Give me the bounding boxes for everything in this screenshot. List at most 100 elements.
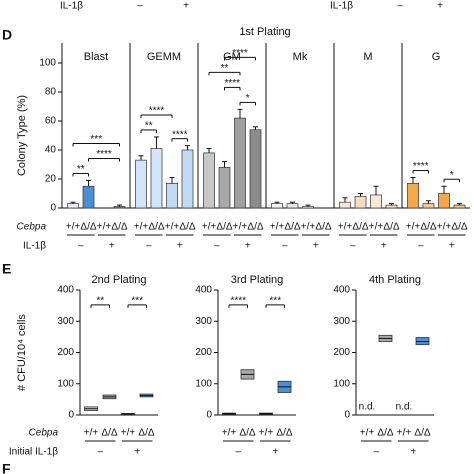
y-tick-label: 0 xyxy=(50,203,56,214)
treatment-label: + xyxy=(381,241,387,252)
genotype-label: +/+ xyxy=(360,428,375,439)
significance-label: **** xyxy=(230,296,246,307)
genotype-label: +/+ xyxy=(134,222,149,233)
significance-label: **** xyxy=(232,48,248,59)
genotype-label: Δ/Δ xyxy=(315,222,331,233)
significance-label: ** xyxy=(221,63,229,74)
bar xyxy=(286,203,299,209)
bar xyxy=(407,183,419,209)
genotype-label: +/+ xyxy=(437,222,452,233)
bar xyxy=(181,149,194,209)
genotype-label: Δ/Δ xyxy=(148,222,164,233)
genotype-label: +/+ xyxy=(121,428,136,439)
treatment-label: + xyxy=(272,447,278,458)
genotype-label: Δ/Δ xyxy=(138,428,154,439)
y-tick-label: 100 xyxy=(195,378,212,389)
bar xyxy=(166,183,178,209)
panel-name: M xyxy=(363,51,372,63)
bar xyxy=(249,129,262,209)
value-label: n.d. xyxy=(359,402,376,413)
genotype-label: +/+ xyxy=(202,222,217,233)
bar xyxy=(150,148,163,209)
significance-label: *** xyxy=(90,134,102,145)
header-label: + xyxy=(437,1,443,12)
y-tick-label: 100 xyxy=(39,58,56,69)
genotype-label: Δ/Δ xyxy=(216,222,232,233)
treatment-label: – xyxy=(97,447,103,458)
y-tick-label: 300 xyxy=(195,316,212,327)
treatment-label: + xyxy=(134,447,140,458)
panel-name: GEMM xyxy=(147,51,181,63)
significance-label: *** xyxy=(131,296,143,307)
y-tick-label: 400 xyxy=(333,285,350,296)
chart-title: 3rd Plating xyxy=(231,274,284,286)
genotype-label: +/+ xyxy=(338,222,353,233)
chart-title: 4th Plating xyxy=(369,274,421,286)
bar xyxy=(67,203,79,209)
header-label: – xyxy=(137,1,143,12)
bar xyxy=(339,201,351,209)
y-tick-label: 200 xyxy=(195,347,212,358)
y-tick-label: 0 xyxy=(344,410,350,421)
y-axis-label: Colony Type (%) xyxy=(16,95,28,176)
genotype-label: Δ/Δ xyxy=(377,428,393,439)
genotype-label: Δ/Δ xyxy=(239,428,255,439)
header-label: IL-1β xyxy=(330,1,353,12)
significance-label: **** xyxy=(413,161,429,172)
bar xyxy=(218,167,231,209)
panel-label: D xyxy=(2,27,12,43)
y-tick-label: 200 xyxy=(333,347,350,358)
genotype-label: +/+ xyxy=(270,222,285,233)
bar xyxy=(135,159,147,209)
value-label: n.d. xyxy=(396,402,413,413)
y-tick-label: 0 xyxy=(68,410,74,421)
bar xyxy=(234,117,246,209)
genotype-label: Δ/Δ xyxy=(420,222,436,233)
significance-label: **** xyxy=(172,129,188,140)
y-tick-label: 100 xyxy=(333,378,350,389)
y-tick-label: 400 xyxy=(57,285,74,296)
y-tick-label: 40 xyxy=(45,145,57,156)
genotype-label: +/+ xyxy=(397,428,412,439)
treatment-label: – xyxy=(418,241,424,252)
row-label: IL-1β xyxy=(23,241,46,252)
y-tick-label: 100 xyxy=(57,378,74,389)
genotype-label: +/+ xyxy=(66,222,81,233)
significance-label: * xyxy=(246,93,250,104)
y-tick-label: 400 xyxy=(195,285,212,296)
panel-name: Blast xyxy=(84,51,108,63)
y-tick-label: 300 xyxy=(57,316,74,327)
y-tick-label: 60 xyxy=(45,116,57,127)
significance-label: **** xyxy=(96,149,112,160)
header-label: IL-1β xyxy=(60,1,83,12)
significance-label: **** xyxy=(149,106,165,117)
genotype-label: Δ/Δ xyxy=(276,428,292,439)
treatment-label: + xyxy=(313,241,319,252)
treatment-label: + xyxy=(177,241,183,252)
header-label: + xyxy=(183,1,189,12)
treatment-label: – xyxy=(146,241,152,252)
y-tick-label: 200 xyxy=(57,347,74,358)
treatment-label: + xyxy=(245,241,251,252)
bar xyxy=(453,204,466,209)
genotype-label: +/+ xyxy=(406,222,421,233)
y-tick-label: 0 xyxy=(206,410,212,421)
genotype-label: Δ/Δ xyxy=(414,428,430,439)
genotype-label: +/+ xyxy=(369,222,384,233)
chart-title: 2nd Plating xyxy=(91,274,146,286)
y-tick-label: 80 xyxy=(45,87,57,98)
header-label: – xyxy=(397,1,403,12)
bar xyxy=(82,185,95,209)
genotype-label: +/+ xyxy=(301,222,316,233)
genotype-label: +/+ xyxy=(84,428,99,439)
y-axis-label: # CFU/10⁴ cells xyxy=(16,314,28,391)
row-label: Cebpa xyxy=(17,222,47,233)
bar xyxy=(354,196,367,209)
bar xyxy=(302,206,314,209)
treatment-label: + xyxy=(410,447,416,458)
row-label: Initial IL-1β xyxy=(9,447,58,458)
genotype-label: Δ/Δ xyxy=(383,222,399,233)
genotype-label: +/+ xyxy=(233,222,248,233)
bar xyxy=(271,203,283,209)
